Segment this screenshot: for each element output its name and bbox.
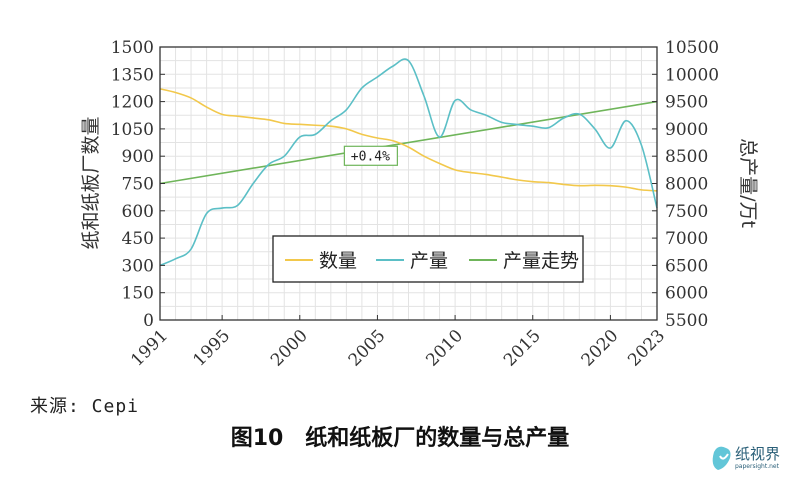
x-tick-label: 2000 [267,326,312,371]
watermark-subtext: papersight.net [735,463,779,470]
y-tick-label-left: 150 [122,284,154,304]
series-lines [159,58,658,267]
x-tick-label: 1995 [189,326,234,371]
y-tick-label-right: 9500 [665,93,708,113]
x-tick-label: 2023 [624,326,669,371]
legend-label: 产量走势 [503,250,579,272]
figure-caption: 图10 纸和纸板厂的数量与总产量 [230,426,570,451]
annotation-box [343,145,398,166]
x-tick-label: 2015 [500,326,545,371]
x-tick-label: 1991 [127,326,172,371]
series-line-2 [159,58,658,267]
y-tick-label-right: 7000 [665,229,708,249]
y-tick-label-right: 10500 [665,38,719,58]
y-tick-label-right: 7500 [665,202,708,222]
legend-label: 数量 [319,250,357,272]
series-line-1 [159,88,658,192]
y-tick-label-right: 9000 [665,120,708,140]
y-tick-label-left: 0 [143,311,154,331]
y-tick-label-left: 900 [122,147,154,167]
series-line-3 [159,100,658,185]
y-tick-label-right: 8000 [665,175,708,195]
y-tick-label-right: 10000 [665,65,719,85]
annotations: +0.4% [343,145,398,166]
y-tick-label-left: 750 [122,175,154,195]
y-tick-label-left: 1500 [111,38,154,58]
y-tick-label-right: 8500 [665,147,708,167]
y-tick-label-left: 1350 [111,65,154,85]
y-tick-label-right: 6000 [665,284,708,304]
y-tick-label-right: 5500 [665,311,708,331]
chart: 0 150 300 450 600 750 900 1050 1200 1350 1500 5500 6… [80,38,759,371]
annotation-label: +0.4% [351,149,390,164]
y-tick-label-left: 300 [122,256,154,276]
y-tick-label-left: 1200 [111,93,154,113]
source-note: 来源: Cepi [30,396,140,417]
x-tick-label: 2010 [422,326,467,371]
legend-label: 产量 [410,250,448,272]
y-tick-label-left: 450 [122,229,154,249]
y-axis-title-left: 纸和纸板厂数量 [80,116,102,249]
y-tick-label-right: 6500 [665,256,708,276]
y-axis-title-right: 总产量/万t [737,138,759,228]
legend: 数量 产量 产量走势 [272,235,584,283]
y-tick-label-left: 600 [122,202,154,222]
watermark-text: 纸视界 [735,445,781,463]
watermark-logo-icon [712,446,731,470]
y-tick-label-left: 1050 [111,120,154,140]
x-tick-label: 2020 [578,326,623,371]
legend-box [272,235,584,283]
x-tick-label: 2005 [345,326,390,371]
